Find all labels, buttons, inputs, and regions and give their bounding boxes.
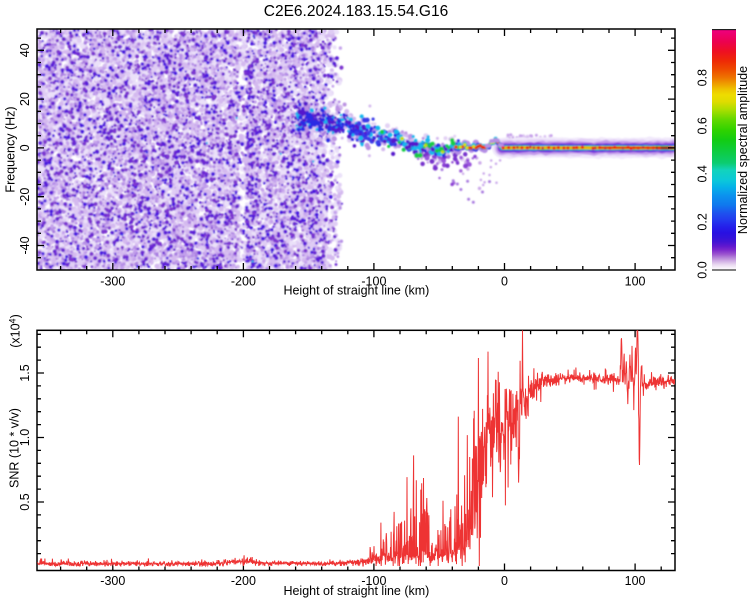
- svg-text:0.4: 0.4: [695, 165, 709, 182]
- svg-text:Frequency (Hz): Frequency (Hz): [3, 106, 17, 192]
- svg-text:0.5: 0.5: [18, 493, 32, 510]
- svg-text:-200: -200: [231, 274, 256, 288]
- svg-text:20: 20: [18, 92, 32, 106]
- svg-text:-20: -20: [18, 188, 32, 206]
- svg-text:40: 40: [18, 43, 32, 57]
- svg-text:1.5: 1.5: [18, 364, 32, 381]
- svg-text:-300: -300: [100, 274, 125, 288]
- svg-text:C2E6.2024.183.15.54.G16: C2E6.2024.183.15.54.G16: [264, 3, 448, 20]
- svg-text:-100: -100: [361, 574, 386, 588]
- svg-text:Height of straight line (km): Height of straight line (km): [283, 584, 429, 598]
- svg-text:0: 0: [501, 274, 508, 288]
- svg-text:-100: -100: [361, 274, 386, 288]
- svg-text:0.6: 0.6: [695, 117, 709, 134]
- svg-text:Height of straight line (km): Height of straight line (km): [283, 283, 429, 297]
- svg-text:0: 0: [18, 144, 32, 151]
- svg-text:100: 100: [625, 274, 646, 288]
- svg-text:1.0: 1.0: [18, 429, 32, 446]
- svg-text:0: 0: [501, 574, 508, 588]
- svg-text:0.0: 0.0: [695, 261, 709, 278]
- svg-text:0.8: 0.8: [695, 69, 709, 86]
- svg-text:-40: -40: [18, 236, 32, 254]
- svg-text:Normalized spectral amplitude: Normalized spectral amplitude: [736, 66, 750, 234]
- svg-text:0.2: 0.2: [695, 213, 709, 230]
- svg-text:-300: -300: [100, 574, 125, 588]
- svg-text:(x104): (x104): [7, 314, 22, 348]
- svg-text:-200: -200: [231, 574, 256, 588]
- svg-text:SNR (10 * v/v): SNR (10 * v/v): [7, 408, 21, 488]
- svg-text:100: 100: [625, 574, 646, 588]
